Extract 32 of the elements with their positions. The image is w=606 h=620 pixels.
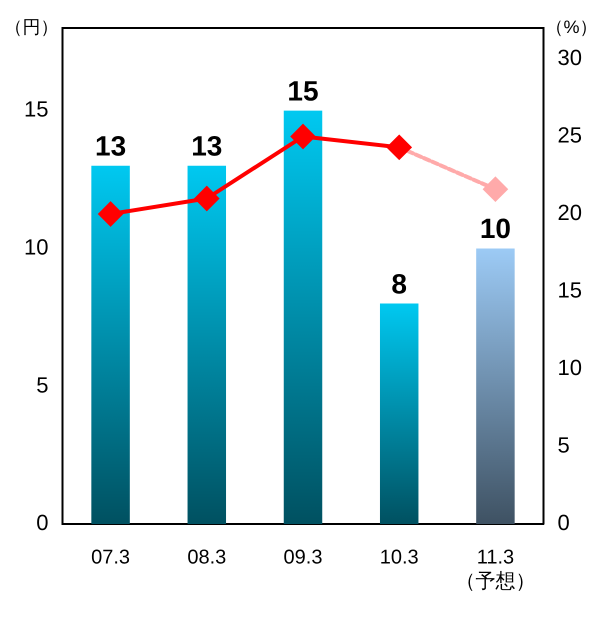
y2-tick-label: 10 bbox=[558, 355, 582, 380]
x-tick-label: 07.3 bbox=[91, 546, 130, 569]
y-axis-title: （円） bbox=[4, 16, 58, 37]
x-tick-label: 09.3 bbox=[284, 546, 322, 569]
data-label: 8 bbox=[391, 268, 407, 300]
y-tick-label: 15 bbox=[24, 96, 48, 122]
y2-tick-label: 0 bbox=[558, 510, 570, 536]
y2-tick-label: 5 bbox=[558, 432, 570, 458]
x-tick-label: 10.3 bbox=[380, 546, 419, 569]
data-label: 15 bbox=[287, 75, 319, 106]
data-label: 13 bbox=[191, 130, 222, 162]
point bbox=[194, 186, 219, 210]
bar bbox=[476, 248, 515, 524]
bar bbox=[284, 110, 322, 524]
x-tick-label: 08.3 bbox=[187, 546, 226, 569]
y2-tick-label: 25 bbox=[558, 122, 582, 148]
point bbox=[483, 177, 508, 202]
point bbox=[291, 124, 315, 148]
y2-tick-label: 30 bbox=[558, 45, 582, 70]
x-tick-label: 11.3 （予想） bbox=[455, 546, 536, 593]
y2-axis-title: （%） bbox=[546, 16, 598, 37]
y-tick-label: 0 bbox=[36, 510, 48, 536]
bar bbox=[188, 166, 226, 524]
bar bbox=[380, 304, 418, 524]
y2-tick-label: 15 bbox=[558, 278, 582, 303]
y-tick-label: 5 bbox=[36, 372, 48, 398]
data-label: 13 bbox=[95, 130, 126, 162]
y-tick-label: 10 bbox=[24, 234, 48, 260]
y2-tick-label: 20 bbox=[558, 200, 582, 226]
bar bbox=[91, 166, 130, 524]
data-label: 10 bbox=[480, 213, 511, 244]
point bbox=[98, 202, 123, 226]
